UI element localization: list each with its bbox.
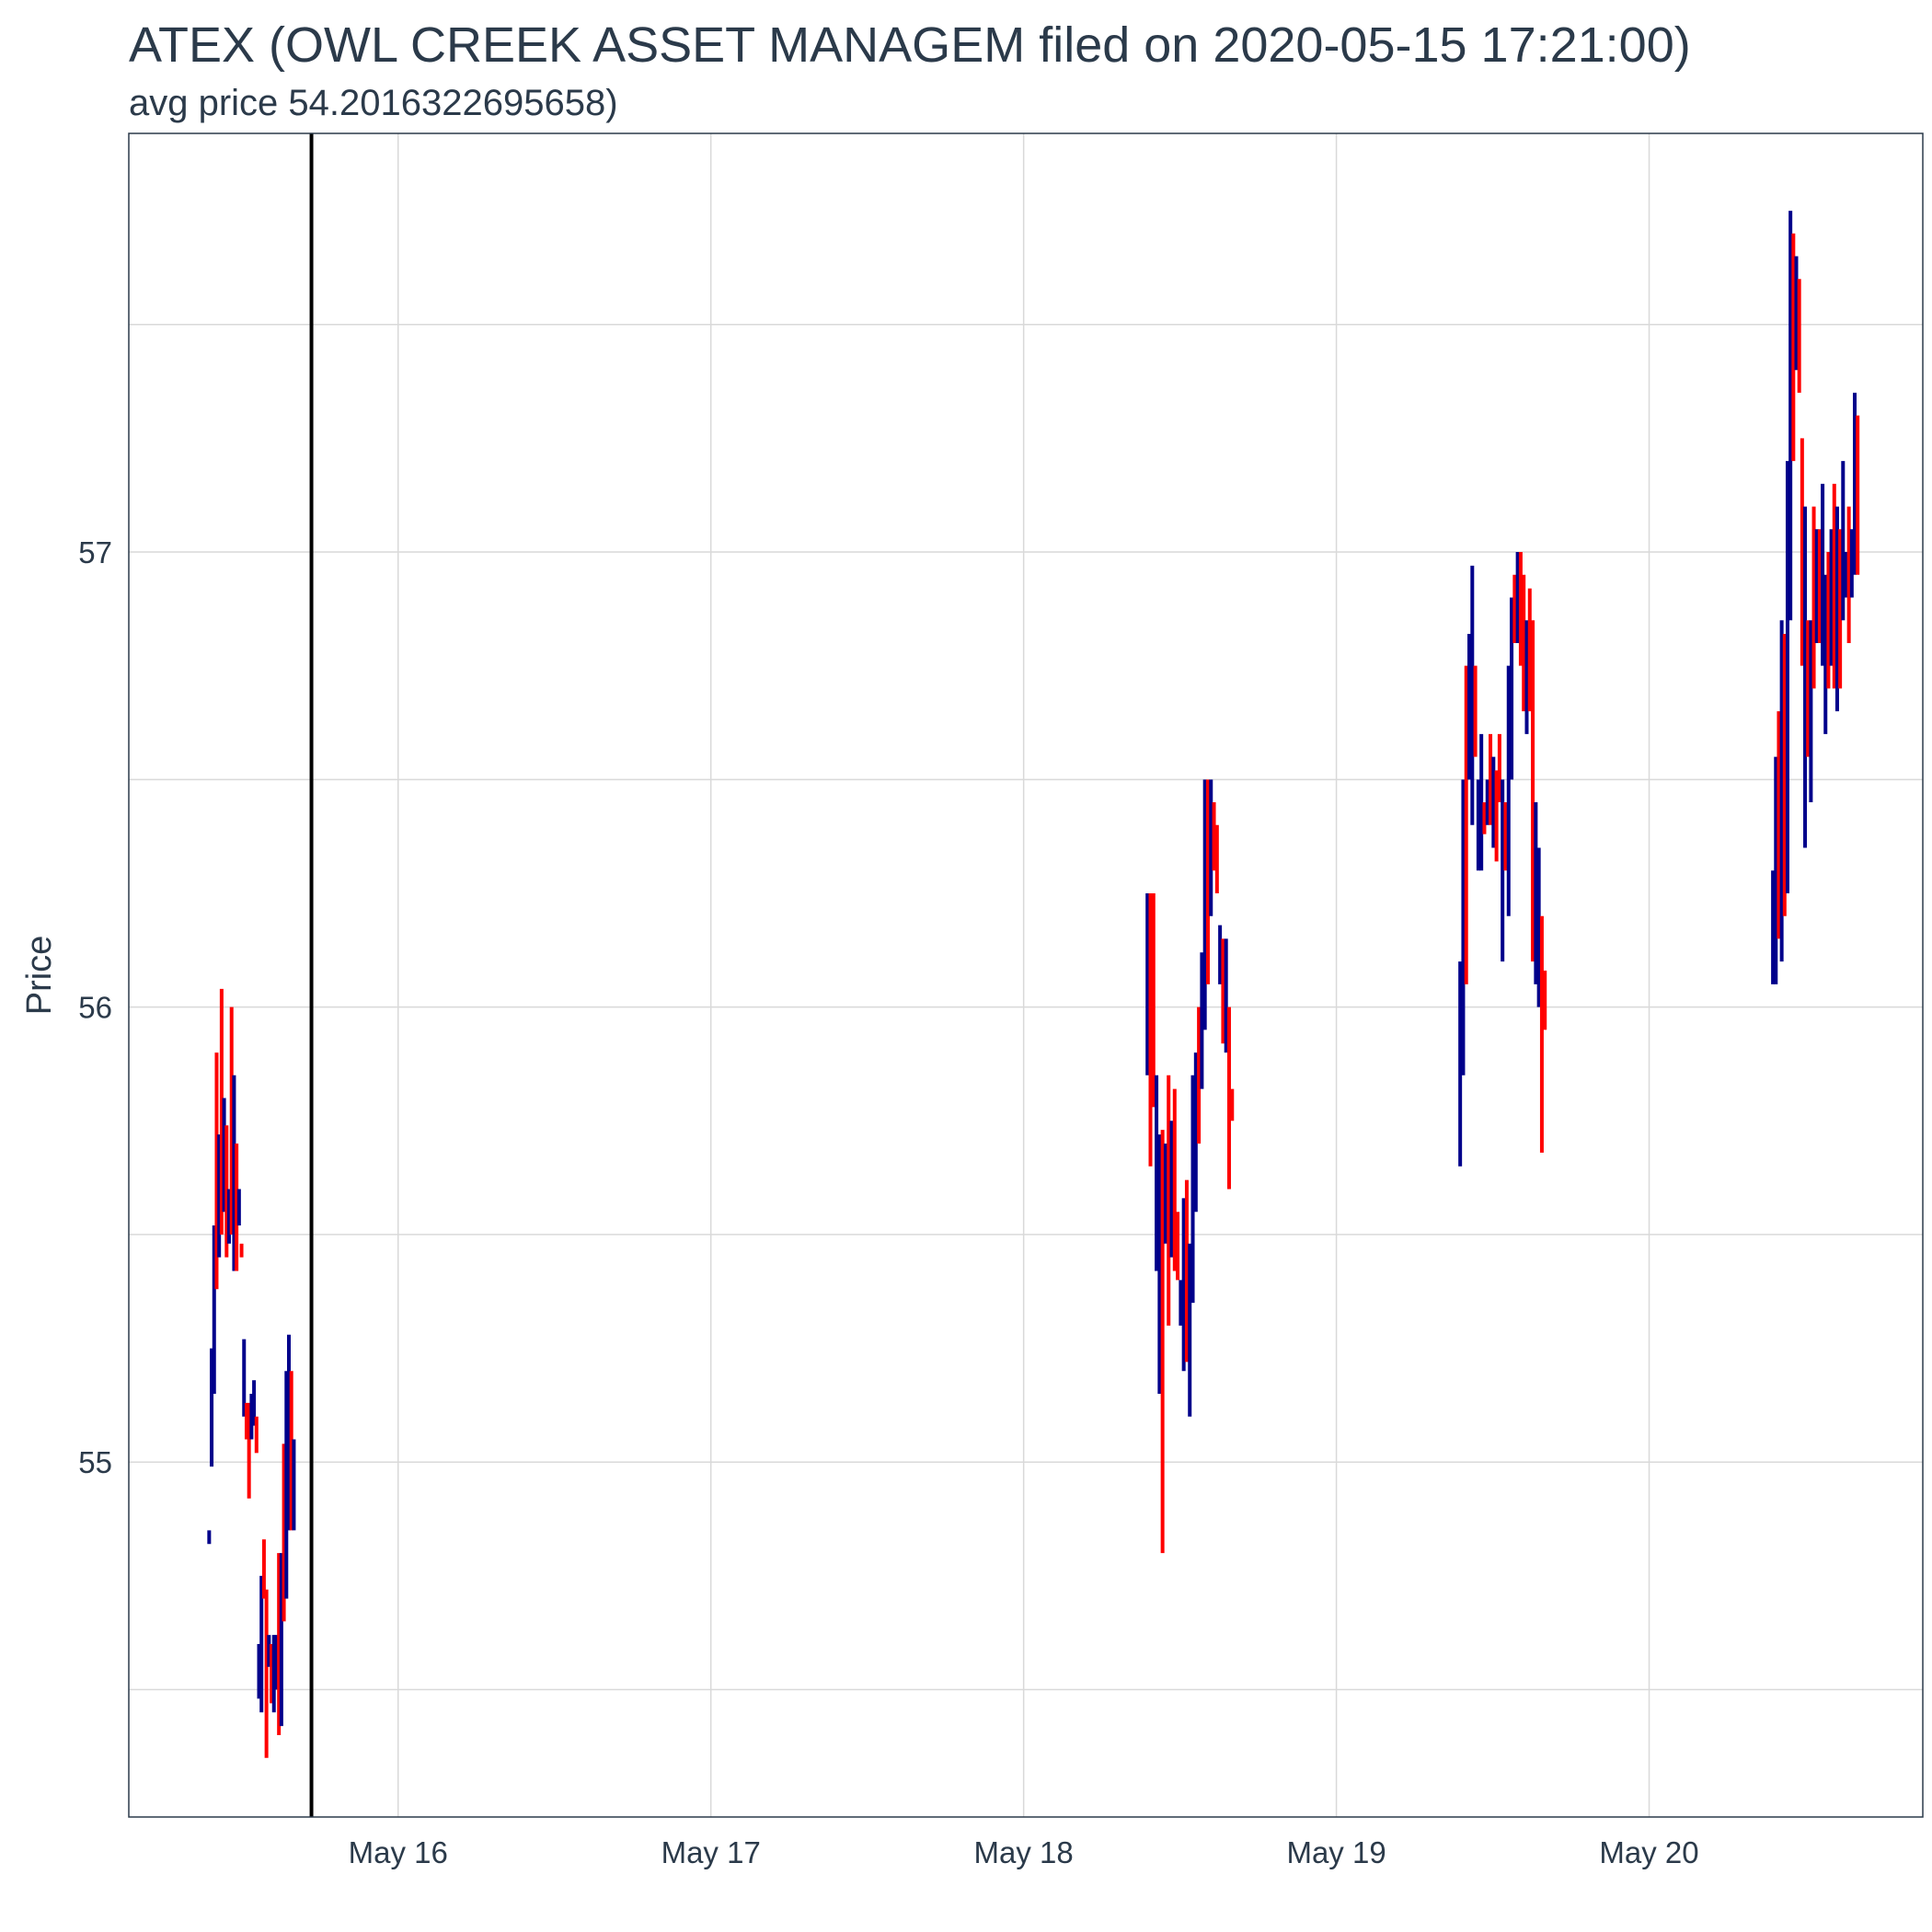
chart-subtitle: avg price 54.2016322695658)	[129, 83, 618, 123]
chart-title: ATEX (OWL CREEK ASSET MANAGEM filed on 2…	[129, 17, 1691, 73]
y-tick-label: 55	[78, 1445, 112, 1479]
x-tick-label: May 18	[974, 1835, 1074, 1869]
grid-lines	[129, 133, 1923, 1817]
x-tick-label: May 17	[661, 1835, 761, 1869]
x-tick-label: May 19	[1286, 1835, 1386, 1869]
price-bars	[207, 211, 1860, 1758]
plot-frame	[128, 132, 1924, 1818]
y-tick-label: 57	[78, 535, 112, 569]
y-axis-label: Price	[20, 936, 59, 1016]
y-tick-label: 56	[78, 991, 112, 1025]
x-tick-label: May 20	[1599, 1835, 1698, 1869]
x-axis-ticks: May 16 May 17 May 18 May 19 May 20	[349, 1835, 1699, 1869]
x-tick-label: May 16	[349, 1835, 448, 1869]
y-axis-ticks: 55 56 57	[78, 535, 112, 1479]
